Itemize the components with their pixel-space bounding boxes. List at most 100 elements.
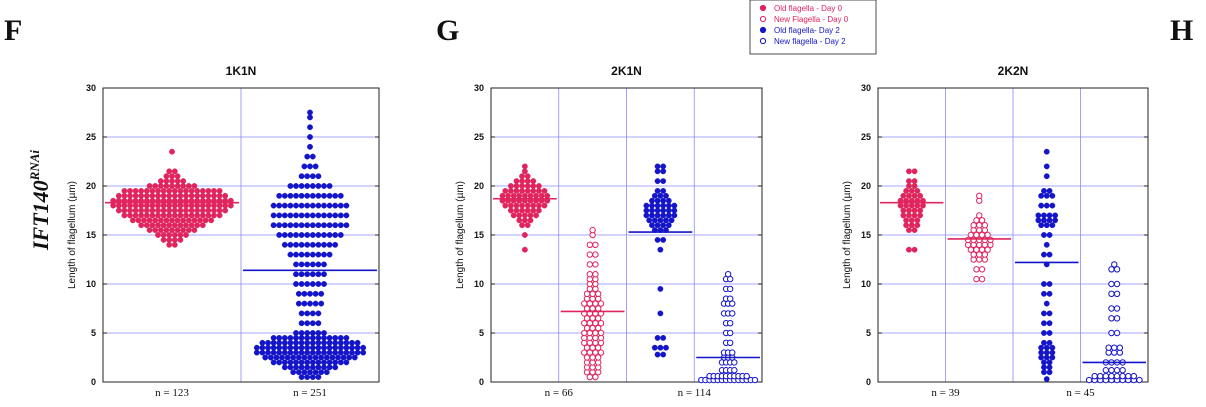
data-point [293, 192, 299, 199]
data-point [1041, 217, 1047, 224]
data-point [530, 187, 537, 194]
data-point [188, 222, 195, 229]
data-point [326, 364, 333, 371]
y-axis-label: Length of flagellum (µm) [842, 181, 853, 289]
data-point [595, 354, 602, 361]
y-tick-label: 5 [91, 328, 96, 338]
data-point [287, 241, 294, 248]
y-tick-label: 10 [474, 279, 484, 289]
data-point [177, 192, 184, 199]
data-point [307, 369, 313, 376]
data-point [211, 207, 217, 214]
data-point [1043, 173, 1050, 180]
data-point [337, 232, 344, 238]
data-point [293, 212, 299, 219]
data-point [174, 173, 181, 180]
data-point [729, 310, 736, 317]
data-point [663, 217, 669, 224]
data-point [287, 202, 294, 209]
data-point [510, 212, 517, 219]
panel-letter: G [436, 14, 459, 47]
data-point [163, 178, 170, 185]
data-point [906, 168, 912, 175]
data-point [155, 232, 161, 238]
data-point [227, 202, 234, 209]
data-point [169, 148, 175, 155]
data-point [309, 344, 316, 351]
data-point [163, 173, 170, 180]
data-point [287, 232, 294, 238]
data-point [668, 217, 675, 224]
data-point [127, 192, 133, 199]
data-point [309, 241, 316, 248]
data-point [183, 202, 189, 209]
data-point [654, 236, 661, 243]
data-point [216, 202, 223, 209]
data-point [202, 217, 209, 224]
legend-marker-3 [759, 37, 767, 45]
data-point [586, 261, 594, 268]
data-point [660, 236, 667, 243]
data-point [349, 344, 355, 351]
data-point [309, 349, 316, 356]
data-point [657, 310, 664, 317]
data-point [354, 349, 361, 356]
data-point [1041, 310, 1047, 317]
data-point [315, 192, 322, 199]
y-axis-label: Length of flagellum (µm) [67, 181, 78, 289]
data-point [309, 232, 316, 238]
data-point [1038, 222, 1045, 229]
chart-title: 2K1N [611, 64, 642, 78]
data-point [304, 173, 311, 180]
data-point [304, 271, 311, 278]
data-point [660, 212, 667, 219]
data-point [524, 207, 531, 214]
data-point [516, 212, 523, 219]
data-point [127, 207, 133, 214]
data-point [166, 222, 173, 229]
data-point [1041, 320, 1047, 327]
data-point [665, 202, 672, 209]
data-point [287, 364, 294, 371]
data-point [911, 246, 918, 253]
data-point [654, 334, 661, 341]
data-point [595, 315, 602, 322]
data-point [281, 222, 288, 229]
data-point [152, 227, 159, 234]
data-point [307, 300, 313, 307]
data-point [295, 300, 302, 307]
data-point [304, 212, 311, 219]
data-point [1113, 315, 1121, 322]
data-point [1097, 372, 1104, 380]
data-point [649, 197, 655, 204]
data-point [160, 207, 167, 214]
data-point [521, 246, 528, 253]
data-point [191, 227, 198, 234]
data-point [1113, 266, 1121, 273]
y-tick-label: 20 [474, 181, 484, 191]
data-point [315, 173, 322, 180]
data-point [265, 349, 271, 356]
data-point [287, 183, 294, 189]
data-point [183, 187, 189, 194]
n-label: n = 123 [155, 387, 189, 399]
data-point [157, 178, 164, 185]
data-point [1041, 369, 1047, 376]
data-point [519, 202, 525, 209]
data-point [276, 232, 283, 238]
data-point [1038, 349, 1045, 356]
data-point [1049, 222, 1056, 229]
data-point [191, 217, 198, 224]
data-point [1046, 232, 1053, 238]
data-point [265, 344, 271, 351]
data-point [321, 202, 327, 209]
data-point [304, 344, 311, 351]
chart-title: 2K2N [998, 64, 1029, 78]
data-point [281, 212, 288, 219]
panel-1k1n: F 1K1N 0 5 10 15 20 25 30 Length of flagellum (µm… [4, 14, 380, 399]
data-point [301, 290, 308, 297]
data-point [315, 222, 322, 229]
y-tick-label: 0 [91, 377, 96, 387]
data-point [199, 202, 206, 209]
data-point [309, 202, 316, 209]
